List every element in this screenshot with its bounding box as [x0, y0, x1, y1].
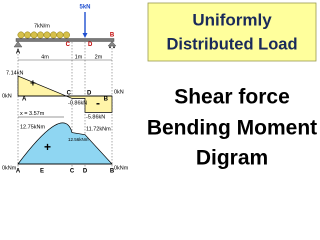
moment-zero-right: 0kNm	[114, 165, 129, 171]
roller	[109, 46, 111, 49]
title-line: Uniformly	[192, 10, 272, 29]
shear-c: -0.86kN	[68, 100, 87, 106]
shear-point: B	[104, 97, 109, 103]
shear-zero-left: 0kN	[2, 93, 12, 99]
shear-max: 7.14kN	[6, 70, 23, 76]
udl-circle	[37, 31, 44, 39]
headline-line: Shear force	[174, 86, 290, 109]
positive-sign: +	[30, 79, 36, 90]
thumbnail: 7kN/m 5kN A C D B 4m 1m 2m 7.14kN 0kN 0k…	[2, 2, 317, 175]
roller	[113, 46, 115, 49]
shear-zero-right: 0kN	[114, 89, 124, 95]
udl-circle	[43, 31, 51, 39]
udl-circle	[63, 31, 70, 39]
shear-diagram: 7.14kN 0kN 0kN A C D B -0.86kN -5.86kN +…	[2, 70, 124, 120]
moment-area	[17, 122, 113, 165]
beam	[15, 38, 115, 42]
span-label: 1m	[75, 54, 83, 60]
shear-point: A	[22, 97, 27, 103]
zero-location: x = 3.57m	[20, 111, 45, 117]
support-label: B	[110, 33, 115, 39]
shear-point: D	[87, 91, 92, 97]
positive-sign: +	[44, 140, 51, 154]
point-load-label: 5kN	[79, 5, 90, 11]
headline-line: Digram	[196, 147, 268, 170]
support-label: A	[16, 50, 21, 56]
title-box	[147, 2, 317, 62]
support-label: C	[66, 42, 71, 48]
udl-circle	[50, 31, 57, 39]
udl-label: 7kN/m	[34, 23, 50, 29]
udl-circle	[30, 31, 38, 39]
moment-point: D	[83, 169, 88, 175]
headline-line: Bending Moment	[147, 117, 317, 140]
moment-d: 11.72kNm	[86, 126, 111, 132]
shear-d: -5.86kN	[86, 114, 105, 120]
beam-group: 7kN/m 5kN A C D B 4m 1m 2m	[13, 5, 117, 60]
moment-point: A	[16, 169, 21, 175]
udl-circle	[56, 31, 64, 39]
roller-support	[107, 41, 117, 47]
span-label: 2m	[95, 54, 103, 60]
moment-point: C	[70, 169, 75, 175]
shear-point: C	[67, 91, 72, 97]
arrow-head	[82, 33, 88, 38]
page: {"beam": {"load": "7kN/m", "point_load":…	[2, 2, 318, 175]
moment-diagram: 12.75kNm 12.56kNm 11.72kNm 0kNm 0kNm A E…	[2, 122, 129, 175]
moment-c: 12.56kNm	[68, 137, 89, 142]
shear-area	[17, 75, 113, 113]
moment-point: B	[110, 169, 115, 175]
pin-support	[13, 41, 23, 48]
support-label: D	[88, 42, 93, 48]
moment-zero-left: 0kNm	[2, 165, 17, 171]
moment-point: E	[40, 169, 44, 175]
negative-sign: -	[96, 96, 100, 110]
udl-load	[17, 31, 70, 39]
udl-circle	[24, 31, 31, 39]
moment-max: 12.75kNm	[20, 124, 45, 130]
title-line: Distributed Load	[166, 35, 297, 53]
udl-circle	[17, 31, 25, 39]
span-label: 4m	[41, 54, 49, 60]
